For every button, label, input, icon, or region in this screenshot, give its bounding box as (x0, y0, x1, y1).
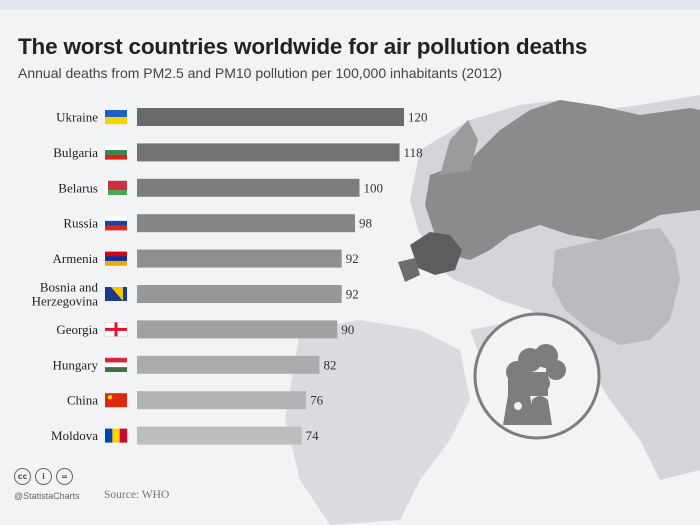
statista-handle: @StatistaCharts (14, 491, 80, 501)
russia-flag-icon (105, 216, 127, 231)
category-label: Russia (63, 216, 98, 231)
bulgaria-flag-icon (105, 145, 127, 160)
flag-stripe (105, 251, 127, 257)
creative-commons-icon: cc (14, 468, 31, 485)
flag-stripe (105, 117, 127, 125)
category-label: Belarus (58, 180, 98, 195)
source-note: Source: WHO (104, 489, 170, 501)
category-label: Ukraine (56, 110, 98, 125)
data-label: 76 (310, 393, 324, 408)
flag-stripe (105, 357, 127, 363)
flag-stripe (105, 220, 127, 226)
map-russia (425, 100, 700, 260)
flag-cross-h (105, 327, 127, 331)
category-label: Moldova (51, 428, 98, 443)
china-flag-icon (105, 393, 127, 408)
bar-ukraine (137, 108, 404, 126)
moldova-flag-icon (105, 428, 128, 443)
bar-georgia (137, 320, 338, 339)
category-label: Hungary (53, 357, 99, 372)
ukraine-flag-icon (105, 110, 127, 125)
factory-smoke-icon (473, 312, 601, 440)
data-label: 100 (364, 180, 384, 195)
category-label: Herzegovina (32, 294, 99, 309)
belarus-flag-icon (105, 180, 127, 195)
footer: cc i = @StatistaCharts Source: WHO (14, 468, 314, 508)
flag-stripe (105, 145, 127, 151)
bar-moldova (137, 426, 302, 445)
data-label: 120 (408, 110, 428, 125)
category-label: Armenia (53, 251, 99, 266)
flag-stripe (105, 180, 127, 186)
data-label: 74 (306, 428, 320, 443)
bar-armenia (137, 249, 342, 268)
flag-stripe (105, 367, 127, 372)
map-land-africa (285, 320, 470, 525)
flag-stripe (105, 110, 127, 118)
data-label: 82 (323, 357, 336, 372)
bosnia-flag-icon (105, 287, 127, 301)
flag-stripe (112, 428, 120, 443)
flag-star (107, 395, 113, 400)
bar-russia (137, 214, 356, 233)
map-balkans (398, 258, 420, 282)
category-label: Bosnia and (40, 280, 99, 295)
armenia-flag-icon (105, 251, 127, 266)
data-label: 90 (341, 322, 354, 337)
data-label: 92 (346, 251, 359, 266)
data-label: 118 (404, 145, 423, 160)
flag-triangle (111, 287, 123, 301)
top-band (0, 0, 700, 10)
bar-bulgaria (137, 143, 400, 162)
flag-stripe (105, 260, 127, 266)
chart-subtitle: Annual deaths from PM2.5 and PM10 pollut… (18, 65, 503, 81)
category-label: Georgia (56, 322, 98, 337)
flag-stripe (105, 154, 127, 160)
category-label: China (67, 393, 98, 408)
flag-stripe (105, 190, 127, 195)
map-eastern-europe (410, 232, 462, 275)
map-scandinavia (440, 120, 478, 175)
bar-bosnia-and-herzegovina (137, 285, 342, 303)
flag-stripe (105, 185, 127, 191)
flag-stripe (105, 225, 127, 231)
bar-china (137, 391, 307, 410)
flag-stripe (119, 428, 128, 443)
flag-stripe (105, 256, 127, 262)
bar-belarus (137, 178, 360, 197)
flag-stripe (105, 150, 127, 155)
chart-title: The worst countries worldwide for air po… (18, 34, 588, 59)
no-derivatives-icon: = (56, 468, 73, 485)
georgia-flag-icon (104, 322, 128, 337)
hungary-flag-icon (105, 357, 127, 372)
flag-field (105, 393, 127, 408)
data-label: 98 (359, 216, 372, 231)
map-china (552, 228, 680, 345)
license-icons: cc i = (14, 468, 73, 485)
flag-stripe (105, 428, 113, 443)
flag-hoist (105, 180, 108, 195)
flag-stripe (105, 216, 127, 222)
category-label: Bulgaria (53, 145, 98, 160)
flag-stripe (105, 362, 127, 368)
bar-hungary (137, 355, 320, 374)
attribution-icon: i (35, 468, 52, 485)
data-label: 92 (346, 287, 359, 302)
